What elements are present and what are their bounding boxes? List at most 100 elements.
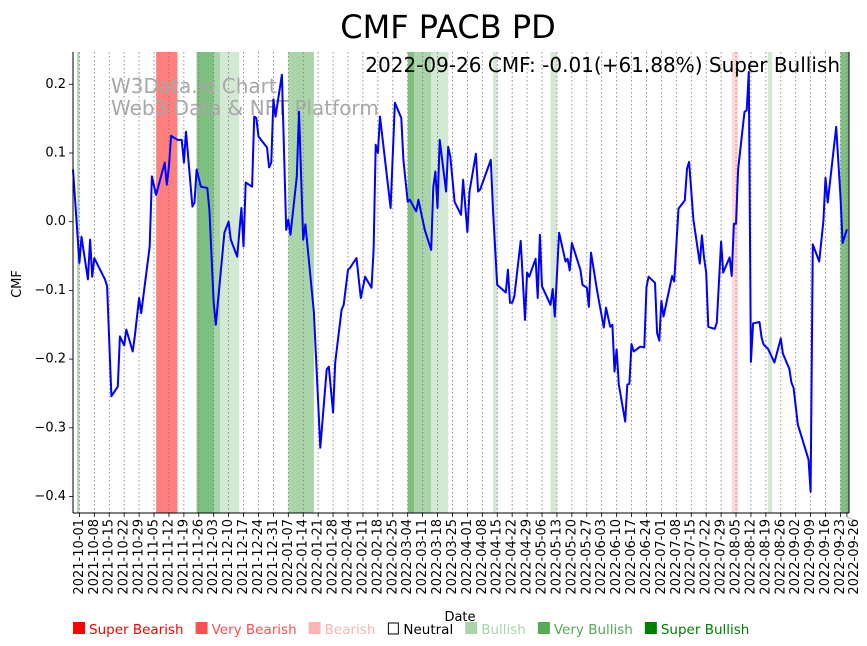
cmf-line — [72, 70, 848, 493]
x-tick-label: 2021-11-19 — [176, 519, 191, 595]
x-tick-label: 2021-10-29 — [132, 519, 147, 595]
x-tick-label: 2022-03-11 — [415, 519, 430, 595]
x-tick-label: 2022-08-19 — [758, 519, 773, 595]
x-tick-label: 2021-10-08 — [87, 519, 102, 595]
legend-swatch — [644, 622, 657, 634]
x-tick-label: 2022-08-05 — [729, 519, 744, 595]
x-tick-label: 2022-01-07 — [281, 519, 296, 595]
legend-label: Super Bearish — [89, 622, 184, 638]
x-tick-label: 2021-11-12 — [161, 519, 176, 595]
x-tick-label: 2021-12-24 — [251, 519, 266, 595]
y-tick-label: −0.4 — [34, 489, 66, 504]
x-gridlines — [78, 52, 848, 513]
y-tick-label: 0.0 — [45, 214, 66, 229]
x-tick-label: 2022-09-09 — [803, 519, 818, 595]
x-tick-label: 2022-03-04 — [400, 519, 415, 595]
watermark-line-2: Web3 Data & NFT Platform — [111, 96, 379, 120]
x-tick-label: 2022-09-02 — [788, 519, 803, 595]
x-tick-label: 2022-04-08 — [475, 519, 490, 595]
x-tick-label: 2022-05-06 — [535, 519, 550, 595]
x-tick-label: 2022-04-29 — [520, 519, 535, 595]
x-tick-label: 2022-09-26 — [847, 519, 862, 595]
legend-label: Very Bullish — [554, 622, 633, 638]
chart-title: CMF PACB PD — [340, 8, 556, 46]
legend-label: Neutral — [403, 622, 453, 638]
x-tick-label: 2022-08-12 — [743, 519, 758, 595]
legend: Super Bearish Very Bearish Bearish Neutral B… — [73, 622, 749, 638]
x-tick-label: 2022-03-18 — [430, 519, 445, 595]
y-tick-label: −0.1 — [34, 283, 66, 298]
x-tick-label: 2022-03-25 — [445, 519, 460, 595]
signal-band-bullish — [767, 52, 773, 513]
x-tick-label-leader — [846, 516, 855, 521]
y-tick-label: 0.1 — [45, 145, 66, 160]
x-tick-label: 2022-05-13 — [549, 519, 564, 595]
x-tick-label: 2022-05-20 — [564, 519, 579, 595]
legend-swatch — [465, 622, 478, 634]
watermark-line-1: W3Data.io Chart — [111, 74, 277, 98]
x-tick-label: 2021-12-10 — [221, 519, 236, 595]
signal-band-very-bullish — [288, 52, 314, 513]
x-tick-label: 2021-11-05 — [147, 519, 162, 595]
x-tick-label: 2022-07-01 — [654, 519, 669, 595]
latest-value-annotation: 2022-09-26 CMF: -0.01(+61.88%) Super Bul… — [365, 53, 840, 77]
legend-label: Very Bearish — [212, 622, 297, 638]
y-tick-label: 0.2 — [45, 77, 66, 92]
x-tick-label: 2022-08-26 — [773, 519, 788, 595]
x-tick-label: 2022-09-16 — [818, 519, 833, 595]
signal-band-super-bearish — [156, 52, 178, 513]
x-tick-label: 2022-02-18 — [370, 519, 385, 595]
x-tick-label: 2022-02-11 — [355, 519, 370, 595]
signal-band-very-bullish — [213, 52, 221, 513]
x-axis-label: Date — [444, 610, 475, 625]
x-tick-label: 2022-07-08 — [669, 519, 684, 595]
x-tick-label: 2022-01-21 — [311, 519, 326, 595]
x-tick-label: 2022-01-28 — [326, 519, 341, 595]
x-tick-label: 2021-10-22 — [117, 519, 132, 595]
signal-band-bullish — [550, 52, 557, 513]
signal-band-bullish — [220, 52, 240, 513]
legend-swatch — [308, 622, 321, 634]
legend-swatch — [537, 622, 550, 634]
x-tick-label: 2022-07-22 — [699, 519, 714, 595]
legend-label: Bullish — [481, 622, 526, 638]
legend-item-bearish: Bearish — [308, 622, 376, 638]
x-tick-label: 2022-06-17 — [624, 519, 639, 595]
x-tick-label: 2022-07-15 — [684, 519, 699, 595]
legend-label: Super Bullish — [661, 622, 750, 638]
x-tick-label: 2021-10-15 — [102, 519, 117, 595]
signal-band-bearish — [731, 52, 739, 513]
x-tick-label: 2022-06-24 — [639, 519, 654, 595]
y-tick-label: −0.2 — [34, 352, 66, 367]
x-tick-label: 2022-02-25 — [385, 519, 400, 595]
x-tick-label: 2021-12-17 — [236, 519, 251, 595]
signal-band-super-bullish — [840, 52, 849, 513]
legend-item-super-bearish: Super Bearish — [73, 622, 184, 638]
axes: 2021-10-01 2021-10-08 2021-10-15 2021-10-22… — [34, 52, 862, 595]
signal-band-bullish — [492, 52, 498, 513]
signal-bands — [77, 52, 849, 513]
x-tick-label: 2022-04-01 — [460, 519, 475, 595]
x-tick-label: 2022-06-10 — [609, 519, 624, 595]
signal-band-very-bullish — [414, 52, 432, 513]
legend-item-super-bullish: Super Bullish — [644, 622, 750, 638]
legend-label: Bearish — [325, 622, 376, 638]
signal-band-super-bullish — [196, 52, 214, 513]
x-tick-label: 2021-10-01 — [72, 519, 87, 595]
series-layer — [72, 70, 848, 493]
x-tick-label: 2022-05-27 — [579, 519, 594, 595]
legend-swatch — [195, 622, 208, 634]
x-tick-label: 2022-02-04 — [341, 519, 356, 595]
legend-swatch — [73, 622, 85, 634]
x-tick-label: 2022-07-29 — [714, 519, 729, 595]
x-tick-label: 2022-04-22 — [505, 519, 520, 595]
y-axis-label: CMF — [10, 270, 25, 298]
x-tick-label: 2022-04-15 — [490, 519, 505, 595]
legend-item-bullish: Bullish — [465, 622, 526, 638]
legend-item-very-bullish: Very Bullish — [537, 622, 633, 638]
legend-swatch — [387, 622, 399, 635]
x-tick-label: 2022-01-14 — [296, 519, 311, 595]
legend-item-very-bearish: Very Bearish — [195, 622, 297, 638]
signal-band-super-bullish — [407, 52, 415, 513]
